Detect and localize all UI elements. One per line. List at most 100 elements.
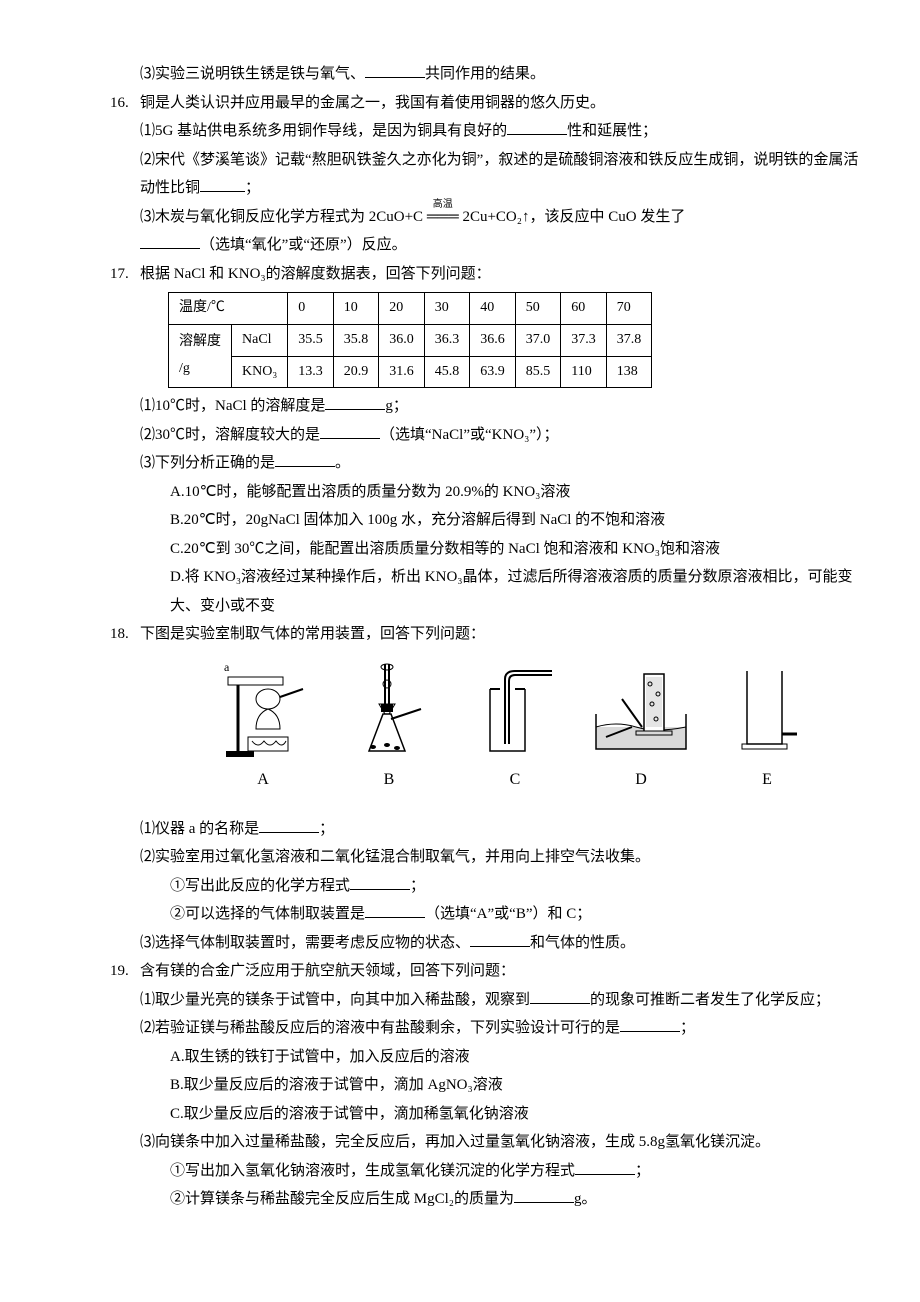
cell: 13.3 (288, 356, 334, 388)
text: （选填“NaCl”或“KNO₃”）； (380, 427, 559, 443)
q17-optB: B.20℃时，20gNaCl 固体加入 100g 水，充分溶解后得到 NaCl … (140, 506, 860, 535)
apparatus-d-icon (586, 659, 696, 759)
apparatus-c-icon (470, 659, 560, 759)
q16-stem: 16.铜是人类认识并应用最早的金属之一，我国有着使用铜器的悠久历史。 (140, 89, 860, 118)
question-17: 17.根据 NaCl 和 KNO₃的溶解度数据表，回答下列问题： 温度/℃ 0 … (110, 260, 860, 620)
q19-optA: A.取生锈的铁钉于试管中，加入反应后的溶液 (140, 1043, 860, 1072)
cell: 37.0 (515, 324, 561, 356)
cell: 温度/℃ (169, 293, 288, 325)
text: ②计算镁条与稀盐酸完全反应后生成 MgCl₂的质量为 (170, 1191, 514, 1207)
q19-i2: ⑵若验证镁与稀盐酸反应后的溶液中有盐酸剩余，下列实验设计可行的是 ； (140, 1014, 860, 1043)
label-a: A (200, 765, 326, 795)
text: g。 (574, 1191, 597, 1207)
blank (200, 176, 245, 192)
question-15-partial: ⑶实验三说明铁生锈是铁与氧气、共同作用的结果。 (110, 60, 860, 89)
text: ①写出加入氢氧化钠溶液时，生成氢氧化镁沉淀的化学方程式 (170, 1163, 575, 1179)
label-e: E (704, 765, 830, 795)
q16-stem-text: 铜是人类认识并应用最早的金属之一，我国有着使用铜器的悠久历史。 (140, 95, 605, 111)
apparatus-c: C (452, 659, 578, 795)
q17-stem-text: 根据 NaCl 和 KNO₃的溶解度数据表，回答下列问题： (140, 266, 491, 282)
text: ⑶选择气体制取装置时，需要考虑反应物的状态、 (140, 935, 470, 951)
cell: 37.8 (606, 324, 652, 356)
q18-i1: ⑴仪器 a 的名称是； (140, 815, 860, 844)
text: ； (680, 1020, 695, 1036)
q19-stem: 19.含有镁的合金广泛应用于航空航天领域，回答下列问题： (140, 957, 860, 986)
label-d: D (578, 765, 704, 795)
blank (350, 874, 410, 890)
blank (514, 1187, 574, 1203)
text: ①写出此反应的化学方程式 (170, 878, 350, 894)
q17-optA: A.10℃时，能够配置出溶质的质量分数为 20.9%的 KNO₃溶液 (140, 478, 860, 507)
question-19: 19.含有镁的合金广泛应用于航空航天领域，回答下列问题： ⑴取少量光亮的镁条于试… (110, 957, 860, 1214)
cell: /g (179, 361, 190, 376)
q18-i2-1: ①写出此反应的化学方程式 ； (140, 872, 860, 901)
q16-i1: ⑴5G 基站供电系统多用铜作导线，是因为铜具有良好的性和延展性； (140, 117, 860, 146)
text: 性和延展性； (567, 123, 657, 139)
text: （选填“A”或“B”）和 C； (425, 906, 591, 922)
q17-i1: ⑴10℃时，NaCl 的溶解度是 g； (140, 392, 860, 421)
blank (507, 119, 567, 135)
blank (365, 902, 425, 918)
cell: 70 (606, 293, 652, 325)
q19-i3: ⑶向镁条中加入过量稀盐酸，完全反应后，再加入过量氢氧化钠溶液，生成 5.8g氢氧… (140, 1128, 860, 1157)
q19-stem-text: 含有镁的合金广泛应用于航空航天领域，回答下列问题： (140, 963, 515, 979)
condition-text: 高温 (427, 195, 459, 214)
cell: 50 (515, 293, 561, 325)
table-row: KNO₃ 13.3 20.9 31.6 45.8 63.9 85.5 110 1… (169, 356, 652, 388)
cell: 31.6 (379, 356, 425, 388)
blank (320, 423, 380, 439)
text: ⑶下列分析正确的是 (140, 455, 275, 471)
cell: 0 (288, 293, 334, 325)
text: ； (245, 180, 260, 196)
text: 和气体的性质。 (530, 935, 635, 951)
text: （选填“氧化”或“还原”）反应。 (200, 237, 407, 253)
text: ； (635, 1163, 650, 1179)
cell: 45.8 (424, 356, 470, 388)
q15-i3-text: ⑶实验三说明铁生锈是铁与氧气、 (140, 66, 365, 82)
q19-i3-1: ①写出加入氢氧化钠溶液时，生成氢氧化镁沉淀的化学方程式 ； (140, 1157, 860, 1186)
cell: 20.9 (333, 356, 379, 388)
text: g； (385, 398, 408, 414)
blank (259, 817, 319, 833)
cell: 36.6 (470, 324, 516, 356)
cell: 36.0 (379, 324, 425, 356)
cell: 35.5 (288, 324, 334, 356)
text: ； (319, 821, 334, 837)
q19-optB: B.取少量反应后的溶液于试管中，滴加 AgNO₃溶液 (140, 1071, 860, 1100)
label-b: B (326, 765, 452, 795)
q17-i2: ⑵30℃时，溶解度较大的是（选填“NaCl”或“KNO₃”）； (140, 421, 860, 450)
q15-item3: ⑶实验三说明铁生锈是铁与氧气、共同作用的结果。 (140, 60, 860, 89)
cell: 63.9 (470, 356, 516, 388)
blank (365, 62, 425, 78)
q16-i3: ⑶木炭与氧化铜反应化学方程式为 2CuO+C 高温═══ 2Cu+CO₂↑，该反… (140, 203, 860, 260)
apparatus-row: a A (140, 649, 860, 795)
text: ⑴10℃时，NaCl 的溶解度是 (140, 398, 325, 414)
cell: NaCl (232, 324, 288, 356)
text: ； (410, 878, 425, 894)
solubility-table: 温度/℃ 0 10 20 30 40 50 60 70 溶解度/g NaCl 3… (168, 292, 652, 388)
cell: 溶解度 (179, 334, 221, 349)
q18-i3: ⑶选择气体制取装置时，需要考虑反应物的状态、 和气体的性质。 (140, 929, 860, 958)
cell: 35.8 (333, 324, 379, 356)
text: ⑴取少量光亮的镁条于试管中，向其中加入稀盐酸，观察到 (140, 992, 530, 1008)
apparatus-b: B (326, 659, 452, 795)
cell: 10 (333, 293, 379, 325)
apparatus-a: a A (200, 659, 326, 795)
text: ⑵若验证镁与稀盐酸反应后的溶液中有盐酸剩余，下列实验设计可行的是 (140, 1020, 620, 1036)
apparatus-b-icon (349, 659, 429, 759)
blank (575, 1159, 635, 1175)
text: ②可以选择的气体制取装置是 (170, 906, 365, 922)
blank (530, 988, 590, 1004)
apparatus-e: E (704, 659, 830, 795)
cell: 40 (470, 293, 516, 325)
blank (325, 394, 385, 410)
cell: 110 (561, 356, 607, 388)
label-c: C (452, 765, 578, 795)
q19-optC: C.取少量反应后的溶液于试管中，滴加稀氢氧化钠溶液 (140, 1100, 860, 1129)
question-18: 18.下图是实验室制取气体的常用装置，回答下列问题： a A (110, 620, 860, 957)
q18-stem-text: 下图是实验室制取气体的常用装置，回答下列问题： (140, 626, 485, 642)
q17-optD: D.将 KNO₃溶液经过某种操作后，析出 KNO₃晶体，过滤后所得溶液溶质的质量… (140, 563, 860, 620)
text: 。 (335, 455, 350, 471)
table-row: 溶解度/g NaCl 35.5 35.8 36.0 36.3 36.6 37.0… (169, 324, 652, 356)
text: 2Cu+CO₂↑，该反应中 CuO 发生了 (462, 209, 685, 225)
